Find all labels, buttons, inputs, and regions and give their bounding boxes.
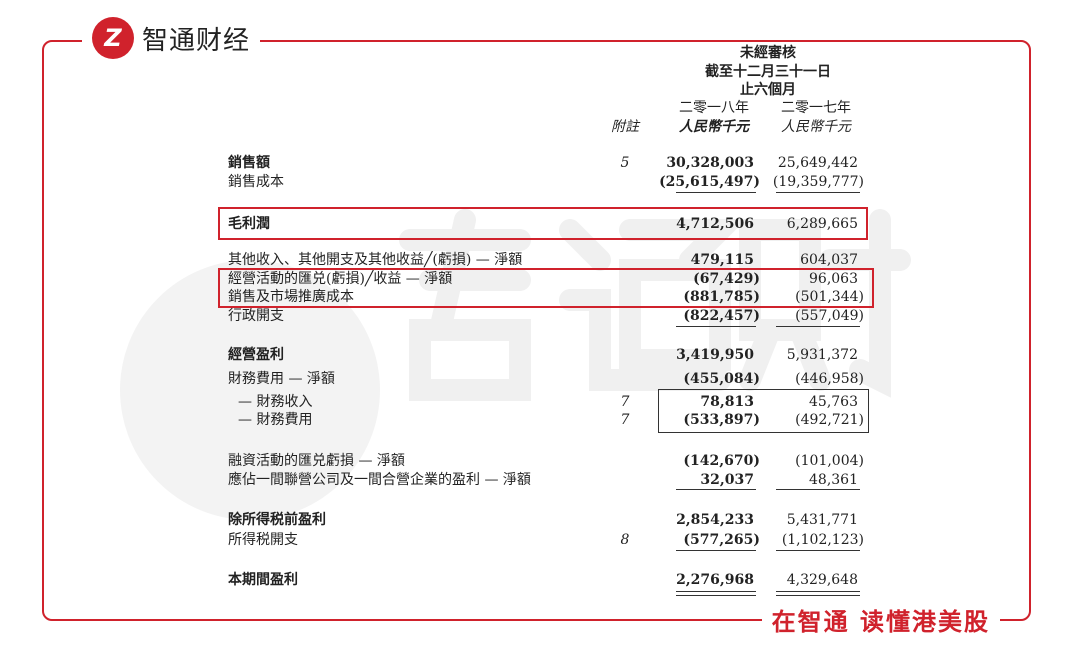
- row-label: 應佔一間聯營公司及一間合營企業的盈利 — 淨額: [228, 472, 531, 488]
- header-year-2018: 二零一八年: [679, 100, 749, 116]
- underline: [776, 550, 860, 551]
- row-note: 8: [620, 532, 630, 548]
- underline: [676, 192, 756, 193]
- row-label: 毛利潤: [228, 216, 270, 232]
- row-label: 除所得税前盈利: [228, 512, 326, 528]
- row-label: 銷售及市場推廣成本: [228, 289, 354, 305]
- watermark-logo-circle: [120, 260, 380, 520]
- value-2017: 604,037: [800, 252, 858, 268]
- value-2018: (142,670): [683, 453, 760, 469]
- value-2018: 2,854,233: [676, 512, 754, 528]
- finance-detail-box: [658, 389, 869, 433]
- value-2017: 96,063: [809, 271, 858, 287]
- value-2017: (557,049): [795, 308, 864, 324]
- row-note: 7: [620, 412, 630, 428]
- double-underline: [676, 595, 756, 596]
- value-2017: (101,004): [795, 453, 864, 469]
- value-2017: 4,329,648: [786, 572, 858, 588]
- double-underline: [776, 591, 860, 592]
- double-underline: [776, 595, 860, 596]
- value-2018: 78,813: [700, 394, 754, 410]
- underline: [776, 192, 860, 193]
- row-label: 其他收入、其他開支及其他收益╱(虧損) — 淨額: [228, 252, 523, 268]
- watermark-lettering: [399, 209, 911, 401]
- underline: [776, 326, 860, 327]
- value-2017: 6,289,665: [786, 216, 858, 232]
- value-2017: (1,102,123): [781, 532, 864, 548]
- header-unit-2017: 人民幣千元: [781, 119, 851, 135]
- logo-mark-icon: Z: [92, 17, 134, 59]
- red-frame: [42, 40, 1031, 621]
- header-note: 附註: [611, 119, 639, 135]
- value-2018: (455,084): [683, 371, 760, 387]
- value-2018: (25,615,497): [659, 174, 760, 190]
- header-unaudited: 未經審核: [740, 45, 796, 61]
- header-six-months: 止六個月: [740, 82, 796, 98]
- value-2018: 32,037: [700, 472, 754, 488]
- row-note: 5: [620, 155, 630, 171]
- row-label: 銷售成本: [228, 174, 284, 190]
- value-2018: 3,419,950: [676, 347, 754, 363]
- row-label: 融資活動的匯兑虧損 — 淨額: [228, 453, 405, 469]
- highlight-fx-selling: [218, 268, 874, 308]
- value-2018: 30,328,003: [666, 155, 754, 171]
- value-2017: 5,431,771: [786, 512, 858, 528]
- row-label: 所得税開支: [228, 532, 298, 548]
- double-underline: [676, 591, 756, 592]
- highlight-gross-profit: [218, 207, 868, 240]
- value-2017: 25,649,442: [777, 155, 858, 171]
- value-2018: (533,897): [683, 412, 760, 428]
- value-2018: (67,429): [693, 271, 760, 287]
- value-2018: 4,712,506: [676, 216, 754, 232]
- underline: [676, 550, 756, 551]
- header-period: 截至十二月三十一日: [705, 64, 831, 80]
- slogan: 在智通 读懂港美股: [761, 602, 1000, 637]
- value-2017: (492,721): [795, 412, 864, 428]
- value-2018: 479,115: [690, 252, 754, 268]
- value-2017: (501,344): [795, 289, 864, 305]
- row-label: — 財務收入: [238, 394, 313, 410]
- value-2017: (19,359,777): [772, 174, 864, 190]
- underline: [776, 489, 860, 490]
- value-2017: 5,931,372: [786, 347, 858, 363]
- value-2018: 2,276,968: [676, 572, 754, 588]
- value-2018: (881,785): [683, 289, 760, 305]
- header-year-2017: 二零一七年: [781, 100, 851, 116]
- row-label: 經營活動的匯兑(虧損)╱收益 — 淨額: [228, 271, 453, 287]
- value-2018: (577,265): [683, 532, 760, 548]
- row-note: 7: [620, 394, 630, 410]
- row-label: 財務費用 — 淨額: [228, 371, 335, 387]
- underline: [676, 326, 756, 327]
- value-2018: (822,457): [683, 308, 760, 324]
- underline: [676, 489, 756, 490]
- row-label: 銷售額: [228, 155, 270, 171]
- value-2017: 45,763: [809, 394, 858, 410]
- row-label: 本期間盈利: [228, 572, 298, 588]
- value-2017: (446,958): [795, 371, 864, 387]
- header-unit-2018: 人民幣千元: [679, 119, 749, 135]
- row-label: 經營盈利: [228, 347, 284, 363]
- row-label: — 財務費用: [238, 412, 313, 428]
- value-2017: 48,361: [809, 472, 858, 488]
- logo-text: 智通财经: [142, 25, 251, 56]
- brand-logo: Z 智通财经: [82, 17, 261, 59]
- row-label: 行政開支: [228, 308, 284, 324]
